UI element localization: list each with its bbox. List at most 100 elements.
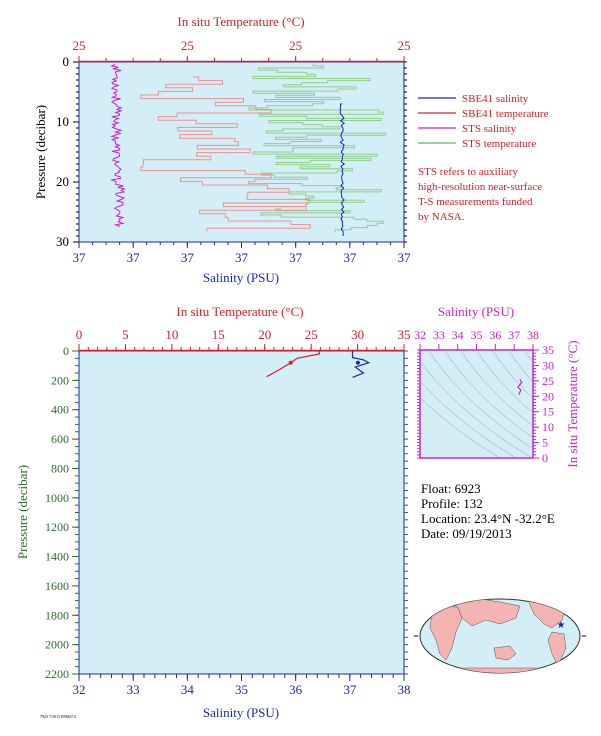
top-panel-sal-axis-title: Salinity (PSU) (203, 270, 279, 285)
bottom-y-tick-label: 400 (51, 403, 69, 417)
land-antarctica (420, 667, 580, 673)
ts-inset-sal-ticks: 32 33 34 35 36 37 38 (414, 328, 539, 350)
ts-sal-tick-label: 33 (433, 328, 445, 342)
sbe41-salinity-line (339, 103, 346, 237)
top-panel-temp-axis-title: In situ Temperature (°C) (177, 14, 304, 29)
ts-sal-tick-label: 37 (508, 328, 520, 342)
top-temp-tick-label: 25 (398, 38, 411, 53)
bottom-panel-temp-ticks: 0 5 10 15 20 25 30 35 (76, 327, 411, 351)
salinity-profile-line (351, 351, 371, 378)
bottom-panel-temp-axis-title: In situ Temperature (°C) (176, 304, 303, 319)
ts-temp-tick-label: 10 (542, 420, 554, 434)
float-info: Float: 6923 Profile: 132 Location: 23.4°… (421, 481, 555, 541)
ts-density-contours (420, 350, 601, 458)
top-panel-series (109, 63, 387, 237)
bottom-panel-sal-axis-title: Salinity (PSU) (203, 705, 279, 720)
bottom-temp-tick-label: 30 (351, 327, 364, 342)
ts-density-contour (475, 350, 533, 414)
ts-density-contour (588, 350, 601, 458)
land-africa-europe (429, 603, 463, 661)
ts-temp-tick-label: 30 (542, 358, 554, 372)
bottom-y-tick-label: 2200 (45, 667, 69, 681)
legend-label-sbe41-temperature: SBE41 temperature (462, 108, 549, 120)
sts-note-line: high-resolution near-surface (418, 181, 542, 193)
ts-density-contour (420, 397, 501, 458)
bottom-y-tick-label: 1200 (45, 520, 69, 534)
top-panel: In situ Temperature (°C) 25 25 25 25 0 10 20 3… (33, 14, 549, 285)
sts-note-line: by NASA. (418, 211, 465, 223)
top-sal-tick-label: 37 (343, 250, 357, 265)
bottom-panel-y-ticks: 0 200 400 600 800 1000 1200 1400 1600 1800 2000 220… (45, 344, 408, 681)
footer-code: 7923 7/2013 R966574 (40, 714, 76, 719)
bottom-y-tick-label: 600 (51, 432, 69, 446)
ts-temp-tick-label: 25 (542, 374, 554, 388)
bottom-panel-y-axis-title: Pressure (decibar) (15, 465, 30, 559)
profile-date: Date: 09/19/2013 (421, 526, 512, 541)
bottom-sal-tick-label: 34 (181, 682, 195, 697)
ts-inset-series (517, 378, 523, 395)
ts-density-contour (491, 350, 533, 399)
ts-temp-tick-label: 15 (542, 405, 554, 419)
top-y-tick-label: 20 (56, 174, 69, 189)
bottom-y-tick-label: 1600 (45, 579, 69, 593)
bottom-temp-tick-label: 10 (165, 327, 178, 342)
ts-inset-sal-axis-title: Salinity (PSU) (438, 304, 514, 319)
sts-temperature-envelope (140, 76, 311, 232)
bottom-temp-tick-label: 25 (305, 327, 318, 342)
top-temp-tick-label: 25 (289, 38, 302, 53)
bottom-temp-tick-label: 35 (398, 327, 411, 342)
bottom-y-tick-label: 200 (51, 373, 69, 387)
float-location: Location: 23.4°N -32.2°E (421, 511, 555, 526)
top-panel-temp-ticks: 25 25 25 25 (73, 38, 411, 62)
float-location-marker: ★ (557, 620, 566, 631)
top-y-tick-label: 0 (63, 54, 70, 69)
bottom-panel: In situ Temperature (°C) 0 5 10 15 20 25 30 35 … (15, 304, 411, 720)
sts-note-line: T-S measurements funded (418, 196, 533, 208)
ts-profile-line (517, 378, 523, 395)
legend-label-sts-salinity: STS salinity (462, 123, 517, 135)
legend-label-sbe41-salinity: SBE41 salinity (462, 93, 529, 105)
ts-density-contour (507, 350, 533, 383)
top-temp-tick-label: 25 (73, 38, 86, 53)
ts-temp-tick-label: 5 (542, 436, 548, 450)
top-panel-y-axis-title: Pressure (decibar) (33, 105, 48, 199)
ts-density-contour (420, 360, 533, 458)
sts-note: STS refers to auxiliary high-resolution … (418, 166, 542, 223)
top-y-tick-label: 10 (56, 114, 69, 129)
temperature-profile-line (266, 351, 321, 378)
top-y-tick-label: 30 (56, 234, 69, 249)
ts-sal-tick-label: 34 (452, 328, 464, 342)
ts-inset: Salinity (PSU) 32 33 34 35 36 37 38 3530252015… (414, 304, 601, 468)
top-temp-tick-label: 25 (181, 38, 194, 53)
bottom-sal-tick-label: 33 (127, 682, 140, 697)
top-sal-tick-label: 37 (289, 250, 303, 265)
sts-salinity-line (109, 63, 126, 227)
bottom-temp-tick-label: 20 (258, 327, 271, 342)
bottom-sal-tick-label: 38 (398, 682, 411, 697)
top-panel-y-ticks: 0 10 20 30 (56, 54, 407, 249)
top-panel-sal-ticks: 37 37 37 37 37 37 37 (73, 242, 412, 265)
sts-note-line: STS refers to auxiliary (418, 166, 518, 178)
salinity-profile-marker (355, 360, 360, 365)
ts-temp-tick-label: 35 (542, 343, 554, 357)
ts-temp-tick-label: 20 (542, 389, 554, 403)
legend-label-sts-temperature: STS temperature (462, 138, 536, 150)
land-australia (493, 645, 517, 661)
ts-sal-tick-label: 35 (471, 328, 483, 342)
bottom-sal-tick-label: 35 (235, 682, 248, 697)
profile-number: Profile: 132 (421, 496, 483, 511)
bottom-y-tick-label: 1400 (45, 550, 69, 564)
legend: SBE41 salinity SBE41 temperature STS sal… (418, 93, 549, 150)
bottom-panel-sal-ticks: 32 33 34 35 36 37 38 (73, 674, 411, 697)
ts-density-contour (420, 380, 517, 458)
ts-inset-temp-axis-title: In situ Temperature (°C) (565, 340, 580, 467)
top-sal-tick-label: 37 (235, 250, 249, 265)
bottom-y-tick-label: 1800 (45, 608, 69, 622)
ts-density-contour (443, 350, 533, 439)
world-map: ★ (414, 598, 586, 674)
bottom-y-tick-label: 2000 (45, 638, 69, 652)
top-sal-tick-label: 37 (398, 250, 412, 265)
bottom-y-tick-label: 0 (63, 344, 69, 358)
